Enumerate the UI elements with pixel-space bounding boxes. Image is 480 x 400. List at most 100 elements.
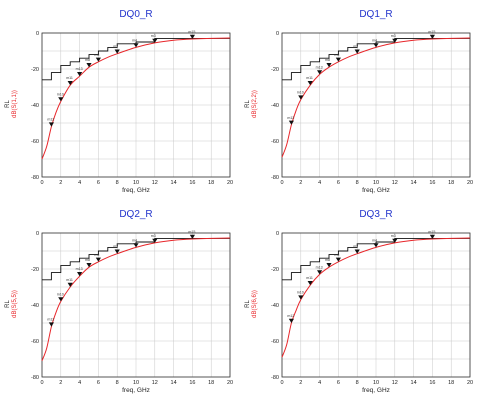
marker-triangle <box>373 43 379 48</box>
chart-title: DQ3_R <box>359 209 392 220</box>
y-tick-label: -20 <box>31 267 39 273</box>
x-axis-label: freq, GHz <box>122 187 150 194</box>
chart-panel-dq1: DQ1_R freq, GHz RL dB(S(2,2)) 0 2 4 6 8 10 12 1… <box>240 0 480 200</box>
x-tick-label: 2 <box>299 380 302 386</box>
marker-label: m12 <box>47 318 54 322</box>
x-tick-label: 8 <box>356 180 359 186</box>
marker-triangle <box>429 34 435 39</box>
x-tick-label: 6 <box>97 180 100 186</box>
marker-label: m4 <box>132 238 137 242</box>
x-tick-label: 18 <box>208 380 214 386</box>
marker-label: m11 <box>306 76 313 80</box>
marker-triangle <box>354 249 360 254</box>
x-axis-label: freq, GHz <box>362 187 390 194</box>
marker-label: m6 <box>334 53 339 57</box>
x-axis-label: freq, GHz <box>122 387 150 394</box>
marker-label: m7 <box>113 45 118 49</box>
marker-label: m7 <box>353 245 358 249</box>
x-tick-label: 0 <box>280 180 283 186</box>
y-tick-label: -20 <box>271 67 279 73</box>
marker-triangle <box>288 120 294 125</box>
y-tick-label: -20 <box>271 267 279 273</box>
y-tick-label: -80 <box>31 375 39 381</box>
y-tick-label: 0 <box>36 231 39 237</box>
x-tick-label: 8 <box>116 380 119 386</box>
y-tick-label: -60 <box>271 339 279 345</box>
marker-label: m8 <box>325 58 330 62</box>
x-tick-label: 16 <box>189 380 195 386</box>
marker-label: m11 <box>66 278 73 282</box>
series-line-rl-mask <box>42 237 230 281</box>
marker-label: m3 <box>391 34 396 38</box>
marker-label: m15 <box>188 30 195 34</box>
marker-triangle <box>133 243 139 248</box>
marker-label: m10 <box>57 292 64 296</box>
x-tick-label: 18 <box>448 380 454 386</box>
y-axis-label-rl: RL <box>245 100 251 108</box>
series-line-sparam <box>281 37 471 158</box>
marker-triangle <box>335 57 341 62</box>
series-line-rl-mask <box>282 237 470 281</box>
marker-label: m3 <box>151 34 156 38</box>
marker-label: m12 <box>287 314 294 318</box>
marker-triangle <box>335 257 341 262</box>
x-tick-label: 10 <box>133 380 139 386</box>
marker-label: m4 <box>372 38 377 42</box>
chart-panel-dq3: DQ3_R freq, GHz RL dB(S(6,6)) 0 2 4 6 8 10 12 1… <box>240 200 480 400</box>
marker-triangle <box>95 257 101 262</box>
x-axis-label: freq, GHz <box>362 387 390 394</box>
marker-triangle <box>392 238 398 243</box>
marker-triangle <box>307 281 313 286</box>
x-tick-label: 12 <box>152 380 158 386</box>
marker-label: m6 <box>94 253 99 257</box>
chart-panel-dq2: DQ2_R freq, GHz RL dB(S(5,5)) 0 2 4 6 8 10 12 1… <box>0 200 240 400</box>
x-tick-label: 10 <box>373 180 379 186</box>
x-tick-label: 8 <box>116 180 119 186</box>
y-tick-label: 0 <box>276 31 279 37</box>
x-tick-label: 4 <box>318 380 321 386</box>
marker-triangle <box>298 95 304 100</box>
marker-label: m12 <box>47 118 54 122</box>
marker-triangle <box>58 97 64 102</box>
x-tick-label: 18 <box>448 180 454 186</box>
marker-label: m8 <box>85 258 90 262</box>
marker-label: m12 <box>287 116 294 120</box>
marker-triangle <box>67 282 73 287</box>
y-tick-label: 0 <box>276 231 279 237</box>
marker-triangle <box>58 297 64 302</box>
marker-label: m4 <box>372 238 377 242</box>
y-tick-label: 0 <box>36 31 39 37</box>
marker-label: m3 <box>151 234 156 238</box>
x-tick-label: 0 <box>280 380 283 386</box>
chart-title: DQ1_R <box>359 9 392 20</box>
marker-triangle <box>114 49 120 54</box>
marker-label: m15 <box>428 30 435 34</box>
y-axis-label-sparam: dB(S(5,5)) <box>12 290 18 318</box>
x-tick-label: 12 <box>392 380 398 386</box>
x-tick-label: 6 <box>337 380 340 386</box>
marker-triangle <box>326 63 332 68</box>
marker-label: m13 <box>316 65 323 69</box>
series-line-sparam <box>281 237 471 358</box>
x-tick-label: 20 <box>227 380 233 386</box>
chart-svg-dq3: DQ3_R freq, GHz RL dB(S(6,6)) 0 2 4 6 8 10 12 1… <box>245 209 473 394</box>
y-tick-label: -80 <box>271 175 279 181</box>
y-tick-label: -60 <box>31 139 39 145</box>
series-line-rl-mask <box>282 37 470 81</box>
x-tick-label: 18 <box>208 180 214 186</box>
x-tick-label: 12 <box>152 180 158 186</box>
x-tick-label: 20 <box>467 180 473 186</box>
x-tick-label: 0 <box>40 380 43 386</box>
marker-label: m15 <box>188 230 195 234</box>
x-tick-label: 0 <box>40 180 43 186</box>
plot-frame <box>41 232 231 378</box>
marker-label: m13 <box>316 265 323 269</box>
y-axis-label-rl: RL <box>5 100 11 108</box>
y-axis-label-rl: RL <box>245 300 251 308</box>
y-axis-label-sparam: dB(S(2,2)) <box>252 90 258 118</box>
x-tick-label: 4 <box>78 380 81 386</box>
x-tick-label: 10 <box>373 380 379 386</box>
marker-label: m10 <box>57 92 64 96</box>
plot-frame <box>281 32 471 178</box>
marker-label: m6 <box>334 253 339 257</box>
